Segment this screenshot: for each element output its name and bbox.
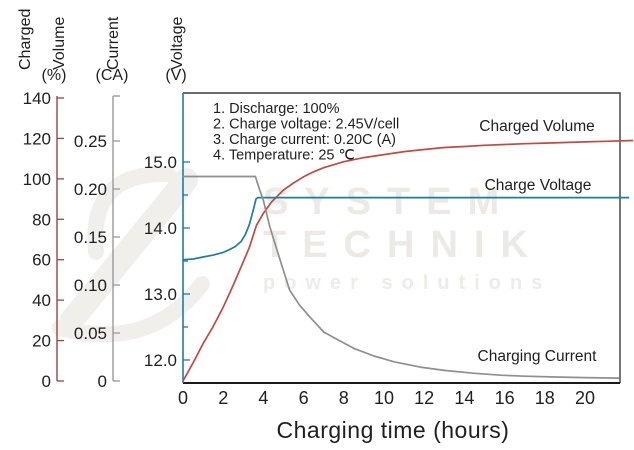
x-tick-label: 8 xyxy=(339,388,349,408)
charged-volume-label: Charged Volume xyxy=(479,118,594,135)
tick-label: 80 xyxy=(32,210,51,229)
watermark-text: SYSTEM TECHNIK power solutions xyxy=(263,181,551,294)
charging-current-curve xyxy=(183,175,620,379)
condition-line-1: 1. Discharge: 100% xyxy=(213,101,340,117)
charge-voltage-label: Charge Voltage xyxy=(485,177,592,194)
x-tick-label: 18 xyxy=(535,388,555,408)
tick-label: 120 xyxy=(23,129,51,148)
current-axis-title: Current xyxy=(105,16,122,70)
tick-label: 0.10 xyxy=(74,276,107,295)
charged-volume-curve xyxy=(182,139,634,382)
condition-line-3: 3. Charge current: 0.20C (A) xyxy=(213,132,396,148)
tick-label: 0 xyxy=(42,372,51,391)
test-conditions: 1. Discharge: 100% 2. Charge voltage: 2.… xyxy=(213,101,399,164)
tick-label: 0.25 xyxy=(74,132,107,151)
watermark-logo xyxy=(52,165,210,343)
curves xyxy=(182,139,634,382)
tick-label: 140 xyxy=(23,89,51,108)
tick-label: 20 xyxy=(32,332,51,351)
tick-label: 0.05 xyxy=(74,324,107,343)
current-axis: 0.25 0.20 0.15 0.10 0.05 0 xyxy=(74,95,120,391)
current-unit-label: (CA) xyxy=(96,67,129,84)
tick-label: 60 xyxy=(32,251,51,270)
watermark-line2: TECHNIK xyxy=(263,224,544,266)
tick-label: 0.20 xyxy=(74,180,107,199)
x-tick-label: 12 xyxy=(414,388,434,408)
tick-label: 13.0 xyxy=(144,285,177,304)
x-tick-label: 0 xyxy=(178,388,188,408)
axis-titles: Charged Volume (%) Current (CA) Voltage … xyxy=(17,9,187,84)
watermark-line1: SYSTEM xyxy=(263,181,515,223)
watermark-tagline: power solutions xyxy=(263,272,551,294)
tick-label: 15.0 xyxy=(144,153,177,172)
plot-frame: 15.0 14.0 13.0 12.0 0 2 4 6 8 10 12 14 16 18 20 xyxy=(144,92,621,408)
x-tick-label: 10 xyxy=(374,388,394,408)
charge-voltage-curve xyxy=(182,196,630,261)
x-axis-title: Charging time (hours) xyxy=(277,417,510,443)
x-tick-label: 14 xyxy=(454,388,474,408)
condition-line-4: 4. Temperature: 25 ℃ xyxy=(213,148,355,164)
charging-current-label: Charging Current xyxy=(478,348,598,365)
x-tick-label: 16 xyxy=(495,388,515,408)
x-tick-label: 6 xyxy=(299,388,309,408)
tick-label: 100 xyxy=(23,170,51,189)
volume-axis-title-word2: Volume xyxy=(51,17,68,70)
condition-line-2: 2. Charge voltage: 2.45V/cell xyxy=(213,117,399,133)
voltage-unit-label: (V) xyxy=(165,67,186,84)
x-tick-label: 4 xyxy=(258,388,268,408)
x-tick-label: 20 xyxy=(575,388,595,408)
x-tick-label: 2 xyxy=(218,388,228,408)
voltage-axis-title: Voltage xyxy=(169,17,186,70)
tick-label: 14.0 xyxy=(144,219,177,238)
tick-label: 40 xyxy=(32,291,51,310)
volume-axis-title-word1: Charged xyxy=(17,9,34,70)
tick-label: 12.0 xyxy=(144,351,177,370)
tick-label: 0.15 xyxy=(74,228,107,247)
volume-axis: 140 120 100 80 60 40 20 0 xyxy=(23,89,64,391)
tick-label: 0 xyxy=(98,372,107,391)
volume-unit-label: (%) xyxy=(42,67,67,84)
